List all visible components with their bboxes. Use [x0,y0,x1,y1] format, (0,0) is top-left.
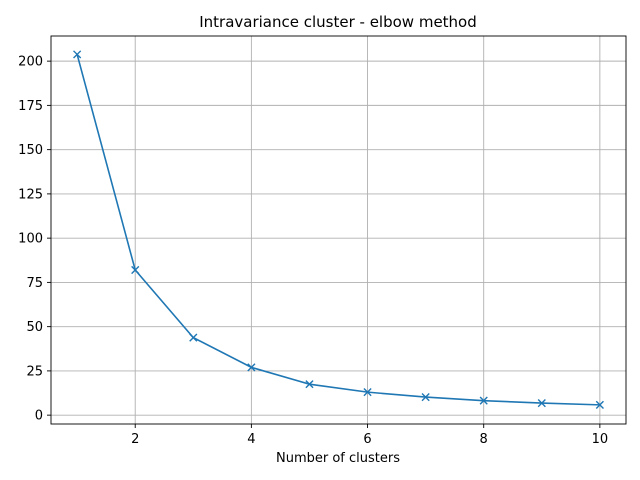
y-tick-label: 125 [18,187,43,202]
y-tick-label: 25 [26,364,43,379]
y-tick-label: 100 [18,232,43,247]
point-marker-stroke [537,399,546,408]
x-tick-label: 2 [131,432,139,447]
chart-title: Intravariance cluster - elbow method [199,13,477,31]
point-marker-stroke [73,50,82,59]
data-point [595,400,604,409]
x-tick-label: 8 [480,432,488,447]
plot-area [73,50,604,409]
point-marker-stroke [131,265,140,275]
y-tick-label: 150 [18,143,43,158]
data-point [305,380,314,389]
data-point [73,50,82,59]
y-tick-label: 75 [26,276,43,291]
series-line [76,54,600,406]
point-marker-stroke [305,380,314,389]
x-tick-label: 4 [247,432,255,447]
x-axis-title: Number of clusters [276,451,400,466]
point-marker-stroke [363,388,372,397]
grid [51,36,626,424]
y-tick-label: 175 [18,99,43,114]
data-point [537,399,546,408]
point-marker-stroke [189,333,198,342]
x-tick-label: 6 [363,432,371,447]
point-marker-stroke [595,400,604,409]
y-tick-label: 50 [26,320,43,335]
data-point [363,388,372,397]
data-point [189,333,198,342]
y-tick-label: 0 [35,409,43,424]
x-tick-label: 10 [592,432,609,447]
data-point [421,392,430,402]
point-marker-stroke [247,363,256,372]
point-marker-stroke [479,396,488,405]
data-point [131,265,140,275]
y-tick-label: 200 [18,55,43,70]
point-marker-stroke [421,392,430,402]
data-point [247,363,256,372]
data-point [479,396,488,405]
plot-frame [50,35,627,425]
